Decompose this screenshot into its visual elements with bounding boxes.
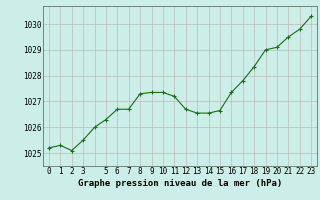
X-axis label: Graphe pression niveau de la mer (hPa): Graphe pression niveau de la mer (hPa) — [78, 179, 282, 188]
